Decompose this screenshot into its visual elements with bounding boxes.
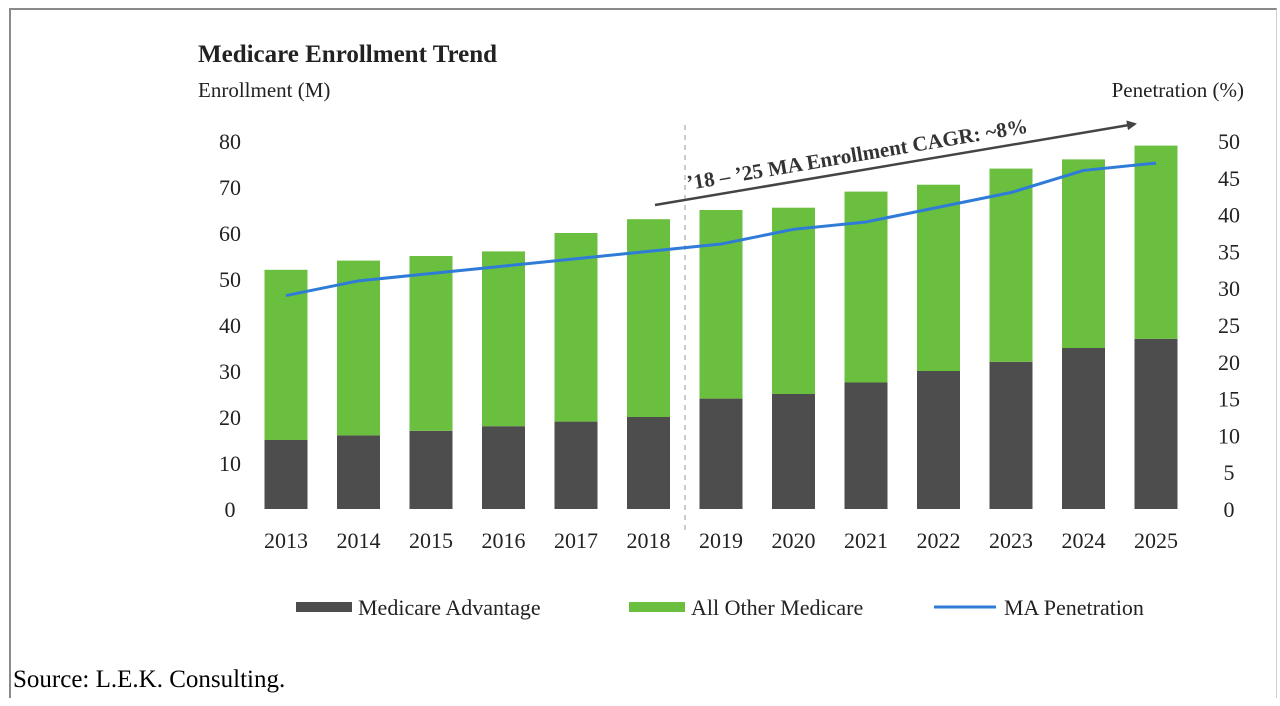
bar-all-other-medicare xyxy=(1062,159,1105,348)
right-tick-label: 10 xyxy=(1218,423,1240,448)
left-tick-label: 50 xyxy=(219,267,241,292)
left-tick-label: 40 xyxy=(219,313,241,338)
bar-all-other-medicare xyxy=(699,210,743,399)
x-tick-label: 2017 xyxy=(554,528,598,553)
legend-label-ma-penetration: MA Penetration xyxy=(1004,595,1144,620)
x-tick-label: 2014 xyxy=(337,528,381,553)
source-note: Source: L.E.K. Consulting. xyxy=(13,666,286,693)
x-tick-label: 2016 xyxy=(482,528,526,553)
right-tick-label: 25 xyxy=(1218,313,1240,338)
bar-all-other-medicare xyxy=(989,168,1033,362)
left-tick-label: 0 xyxy=(225,497,236,522)
right-tick-label: 30 xyxy=(1218,276,1240,301)
bar-medicare-advantage xyxy=(1134,338,1178,509)
bar-medicare-advantage xyxy=(337,435,380,509)
cagr-label: ’18 – ’25 MA Enrollment CAGR: ~8% xyxy=(685,114,1030,195)
bar-all-other-medicare xyxy=(772,207,815,394)
bar-all-other-medicare xyxy=(264,269,308,440)
legend-label-all-other-medicare: All Other Medicare xyxy=(691,595,863,620)
bar-all-other-medicare xyxy=(409,256,453,431)
right-tick-label: 15 xyxy=(1218,387,1240,412)
bars xyxy=(264,145,1178,509)
left-tick-label: 10 xyxy=(219,451,241,476)
bar-medicare-advantage xyxy=(482,426,525,509)
x-tick-label: 2025 xyxy=(1134,528,1178,553)
bar-medicare-advantage xyxy=(772,394,815,509)
bar-medicare-advantage xyxy=(409,430,453,509)
right-tick-label: 5 xyxy=(1224,460,1235,485)
right-tick-label: 0 xyxy=(1224,497,1235,522)
x-tick-label: 2019 xyxy=(699,528,743,553)
right-tick-label: 40 xyxy=(1218,203,1240,228)
x-tick-label: 2018 xyxy=(627,528,671,553)
legend-swatch-all-other-medicare xyxy=(629,602,685,612)
right-tick-label: 20 xyxy=(1218,350,1240,375)
right-axis-title: Penetration (%) xyxy=(1112,78,1244,102)
x-tick-label: 2020 xyxy=(772,528,816,553)
legend-swatch-medicare-advantage xyxy=(296,602,352,612)
legend-label-medicare-advantage: Medicare Advantage xyxy=(358,595,541,620)
series-line-ma-penetration xyxy=(285,161,1157,298)
x-tick-label: 2023 xyxy=(989,528,1033,553)
x-tick-label: 2024 xyxy=(1062,528,1106,553)
left-tick-label: 20 xyxy=(219,405,241,430)
right-tick-label: 45 xyxy=(1218,166,1240,191)
bar-medicare-advantage xyxy=(554,421,598,509)
bar-medicare-advantage xyxy=(1062,348,1105,509)
penetration-line xyxy=(285,161,1157,298)
right-tick-label: 50 xyxy=(1218,129,1240,154)
left-tick-label: 80 xyxy=(219,129,241,154)
x-tick-label: 2021 xyxy=(844,528,888,553)
left-tick-label: 60 xyxy=(219,221,241,246)
bar-medicare-advantage xyxy=(264,440,308,509)
bar-all-other-medicare xyxy=(554,233,598,422)
bar-all-other-medicare xyxy=(337,260,380,436)
legend: Medicare Advantage All Other Medicare MA P… xyxy=(296,595,1144,620)
left-tick-label: 30 xyxy=(219,359,241,384)
left-axis: 0 10 20 30 40 50 60 70 80 xyxy=(219,129,241,522)
x-tick-label: 2015 xyxy=(409,528,453,553)
right-tick-label: 35 xyxy=(1218,239,1240,264)
x-tick-label: 2013 xyxy=(264,528,308,553)
x-tick-label: 2022 xyxy=(917,528,961,553)
chart-frame xyxy=(9,8,1277,698)
bar-all-other-medicare xyxy=(917,184,960,371)
x-axis: 2013 2014 2015 2016 2017 2018 2019 2020 2021 2022… xyxy=(264,528,1178,553)
cagr-arrow xyxy=(654,120,1137,207)
bar-medicare-advantage xyxy=(917,371,960,509)
chart-title: Medicare Enrollment Trend xyxy=(198,41,497,68)
bar-medicare-advantage xyxy=(989,361,1033,509)
bar-medicare-advantage xyxy=(627,417,670,509)
left-axis-title: Enrollment (M) xyxy=(198,78,330,102)
bar-medicare-advantage xyxy=(844,382,888,509)
bar-medicare-advantage xyxy=(699,398,743,509)
bar-all-other-medicare xyxy=(1134,145,1178,339)
right-axis: 0 5 10 15 20 25 30 35 40 45 50 xyxy=(1218,129,1240,522)
left-tick-label: 70 xyxy=(219,175,241,200)
bar-all-other-medicare xyxy=(482,251,525,427)
